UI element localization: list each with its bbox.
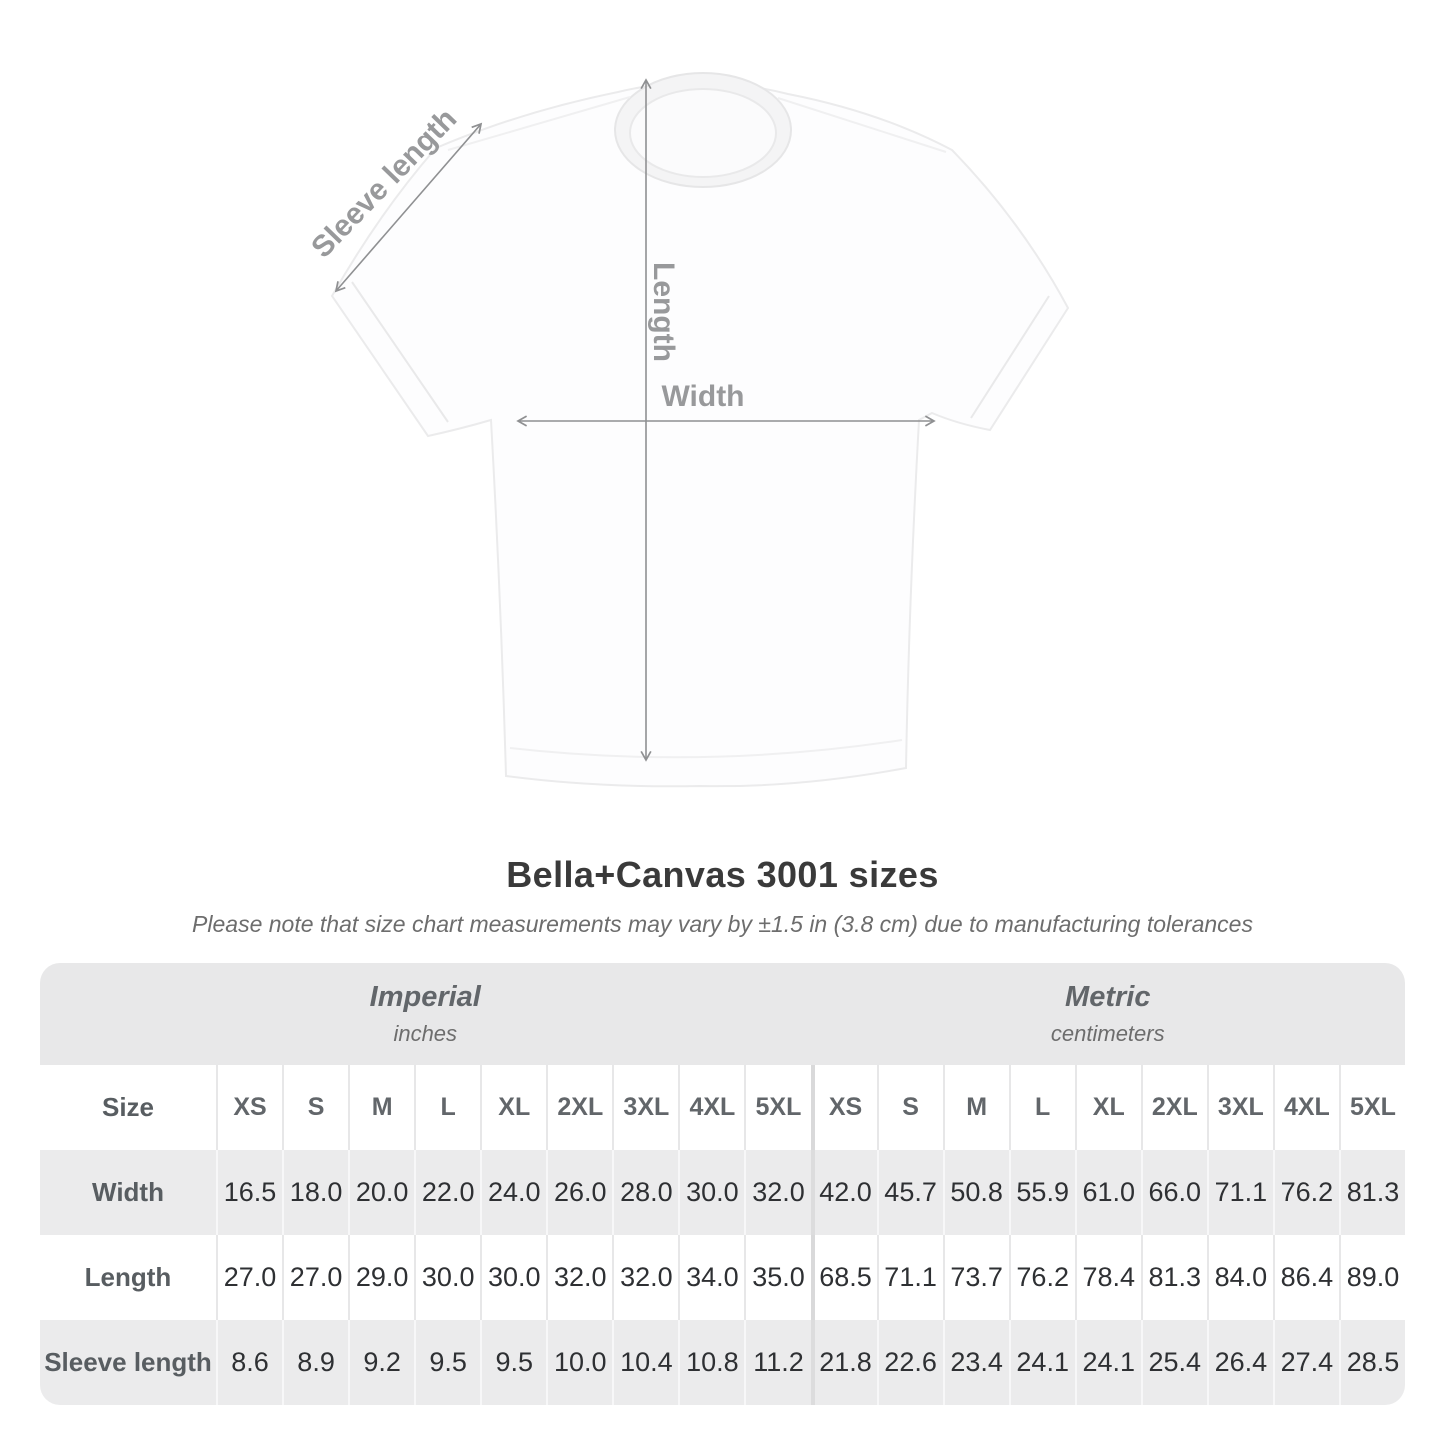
value-cell: 73.7 [942,1235,1009,1320]
hem-seam [509,739,903,759]
size-column-header: S [876,1065,943,1150]
value-cell: 27.4 [1272,1320,1339,1405]
size-column-header: 4XL [1272,1065,1339,1150]
value-cell: 30.0 [480,1235,547,1320]
page-title: Bella+Canvas 3001 sizes [506,854,939,895]
size-column-header: XL [480,1065,547,1150]
value-cell: 21.8 [810,1320,877,1405]
tshirt-body [330,81,1070,788]
value-cell: 24.1 [1008,1320,1075,1405]
value-cell: 22.0 [414,1150,481,1235]
imperial-section-label: Imperial [369,981,481,1013]
size-column-header: 2XL [1140,1065,1207,1150]
measurement-arrows [334,78,936,762]
value-cell: 8.6 [216,1320,283,1405]
value-cell: 9.5 [414,1320,481,1405]
value-cell: 68.5 [810,1235,877,1320]
value-cell: 9.5 [480,1320,547,1405]
value-cell: 26.4 [1206,1320,1273,1405]
value-cell: 71.1 [1206,1150,1273,1235]
size-column-header: XL [1074,1065,1141,1150]
value-cell: 24.1 [1074,1320,1141,1405]
size-column-header: 3XL [1206,1065,1273,1150]
width-arrow-label: Width [661,380,744,413]
value-cell: 81.3 [1140,1235,1207,1320]
size-column-header: XS [810,1065,877,1150]
size-corner-label: Size [40,1065,216,1150]
value-cell: 42.0 [810,1150,877,1235]
size-column-header: 2XL [546,1065,613,1150]
value-cell: 28.5 [1338,1320,1405,1405]
value-cell: 27.0 [216,1235,283,1320]
value-cell: 35.0 [744,1235,811,1320]
size-column-header: M [942,1065,1009,1150]
size-column-header: S [282,1065,349,1150]
value-cell: 55.9 [1008,1150,1075,1235]
size-column-header: L [1008,1065,1075,1150]
size-column-header: 4XL [678,1065,745,1150]
value-cell: 24.0 [480,1150,547,1235]
sleeve-length-arrow [334,122,483,293]
metric-section-header: Metric centimeters [810,963,1405,1065]
value-cell: 10.8 [678,1320,745,1405]
value-cell: 34.0 [678,1235,745,1320]
value-cell: 28.0 [612,1150,679,1235]
size-column-header: 3XL [612,1065,679,1150]
imperial-section-header: Imperial inches [40,963,811,1065]
size-column-header: L [414,1065,481,1150]
value-cell: 32.0 [546,1235,613,1320]
value-cell: 50.8 [942,1150,1009,1235]
length-arrow-label: Length [647,262,680,362]
value-cell: 8.9 [282,1320,349,1405]
value-cell: 66.0 [1140,1150,1207,1235]
value-cell: 32.0 [612,1235,679,1320]
value-cell: 76.2 [1272,1150,1339,1235]
value-cell: 30.0 [414,1235,481,1320]
tshirt-graphic [330,72,1070,788]
chart-heading: Bella+Canvas 3001 sizes Please note that… [0,854,1445,938]
value-cell: 20.0 [348,1150,415,1235]
size-column-header: XS [216,1065,283,1150]
value-cell: 29.0 [348,1235,415,1320]
value-cell: 84.0 [1206,1235,1273,1320]
value-cell: 10.4 [612,1320,679,1405]
value-cell: 78.4 [1074,1235,1141,1320]
size-column-header: 5XL [1338,1065,1405,1150]
value-cell: 81.3 [1338,1150,1405,1235]
value-cell: 30.0 [678,1150,745,1235]
value-cell: 23.4 [942,1320,1009,1405]
value-cell: 18.0 [282,1150,349,1235]
right-shoulder-seam [777,97,947,153]
value-cell: 32.0 [744,1150,811,1235]
value-cell: 11.2 [744,1320,811,1405]
metric-section-unit: centimeters [1050,1021,1165,1046]
metric-section-label: Metric [1065,981,1151,1013]
right-cuff-seam [970,295,1050,419]
value-cell: 76.2 [1008,1235,1075,1320]
value-cell: 26.0 [546,1150,613,1235]
value-cell: 27.0 [282,1235,349,1320]
value-cell: 86.4 [1272,1235,1339,1320]
value-cell: 61.0 [1074,1150,1141,1235]
size-column-header: M [348,1065,415,1150]
collar-inner [629,88,777,178]
value-cell: 16.5 [216,1150,283,1235]
value-cell: 25.4 [1140,1320,1207,1405]
imperial-section-unit: inches [393,1021,458,1046]
value-cell: 89.0 [1338,1235,1405,1320]
value-cell: 71.1 [876,1235,943,1320]
size-table: Imperial inches Metric centimeters Size X… [40,963,1405,1405]
size-column-header: 5XL [744,1065,811,1150]
row-label: Length [40,1235,216,1320]
row-label: Sleeve length [40,1320,216,1405]
value-cell: 9.2 [348,1320,415,1405]
tolerance-note: Please note that size chart measurements… [192,911,1253,937]
tshirt-measurement-diagram: Width Length Sleeve length [305,72,1070,788]
value-cell: 45.7 [876,1150,943,1235]
value-cell: 22.6 [876,1320,943,1405]
value-cell: 10.0 [546,1320,613,1405]
row-label: Width [40,1150,216,1235]
left-cuff-seam [351,281,449,423]
